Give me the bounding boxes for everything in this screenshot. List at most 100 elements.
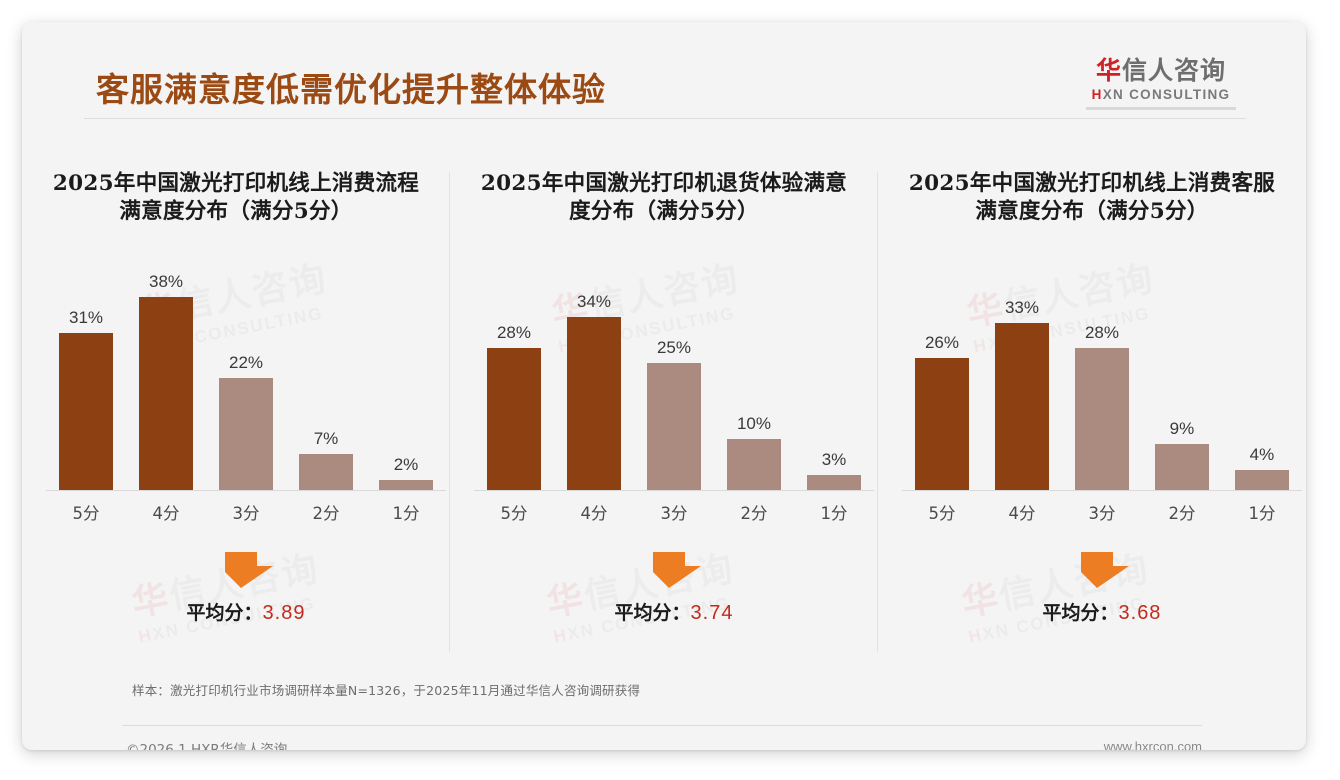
category-label: 4分: [580, 503, 608, 523]
slide-footer: ©2026.1 HXR华信人咨询 www.hxrcon.com: [22, 732, 1306, 750]
chart-title: 2025年中国激光打印机线上消费流程满意度分布（满分5分）: [52, 171, 420, 225]
bar-value-label: 31%: [68, 307, 104, 327]
category-label: 3分: [660, 503, 688, 523]
bar-rect: [486, 347, 541, 490]
bar-rect: [379, 479, 433, 490]
bar-rect: [59, 332, 113, 490]
bar-value-label: 28%: [1084, 322, 1119, 342]
footer-divider: [122, 725, 1202, 726]
category-label: 4分: [1008, 503, 1036, 523]
category-label: 2分: [312, 503, 340, 523]
bar-rect: [1234, 469, 1289, 490]
charts-row: 2025年中国激光打印机线上消费流程满意度分布（满分5分） 31% 38% 22% 7…: [22, 134, 1306, 652]
category-labels: 5分 4分 3分 2分 1分: [902, 500, 1302, 524]
category-label: 1分: [1248, 503, 1276, 523]
bar-value-label: 7%: [313, 428, 339, 448]
bar-rect: [726, 438, 781, 490]
category-label: 1分: [392, 503, 420, 523]
average-score: 平均分：3.89: [187, 598, 306, 625]
category-label: 2分: [740, 503, 768, 523]
bar-item: 2%: [379, 261, 433, 490]
bar-value-label: 9%: [1169, 418, 1195, 438]
logo-english-text: HXN CONSULTING: [1076, 87, 1246, 102]
bar-rect: [139, 296, 193, 490]
bar-item: 4%: [1234, 261, 1289, 490]
category-label: 5分: [500, 503, 528, 523]
bar-chart-plot: 26% 33% 28% 9% 4%: [901, 261, 1302, 491]
average-block: 平均分：3.68: [902, 550, 1302, 640]
bar-rect: [806, 474, 861, 490]
chart-title: 2025年中国激光打印机退货体验满意度分布（满分5分）: [480, 171, 848, 225]
down-arrow-icon: [1071, 550, 1133, 595]
source-footnote: 样本：激光打印机行业市场调研样本量N=1326，于2025年11月通过华信人咨询…: [132, 680, 1202, 699]
bar-group: 31% 38% 22% 7% 2%: [46, 261, 446, 490]
category-label: 4分: [152, 503, 180, 523]
logo-en-rest: XN CONSULTING: [1102, 87, 1231, 103]
down-arrow-icon: [215, 550, 277, 595]
bar-item: 31%: [59, 261, 113, 490]
logo-chinese-text: 华信人咨询: [1076, 56, 1246, 85]
category-label: 2分: [1168, 503, 1196, 523]
page-title: 客服满意度低需优化提升整体体验: [96, 70, 606, 109]
category-label: 1分: [820, 503, 848, 523]
logo-underline: [1086, 107, 1236, 111]
logo-en-initial: H: [1091, 87, 1103, 103]
down-arrow-icon: [643, 550, 705, 595]
bar-rect: [994, 322, 1049, 490]
average-score: 平均分：3.74: [615, 598, 734, 625]
panel-divider: [448, 172, 450, 652]
bar-value-label: 38%: [148, 271, 184, 291]
logo-chars-rest: 信人咨询: [1122, 56, 1227, 85]
average-value: 3.74: [690, 601, 734, 624]
logo-char-hua: 华: [1095, 56, 1122, 85]
bar-value-label: 25%: [656, 337, 691, 357]
chart-title: 2025年中国激光打印机线上消费客服满意度分布（满分5分）: [908, 171, 1276, 225]
average-value: 3.89: [262, 601, 306, 624]
slide-canvas: 客服满意度低需优化提升整体体验 华信人咨询 HXN CONSULTING 华信人…: [22, 22, 1306, 750]
footnote-text: 样本：激光打印机行业市场调研样本量N=1326，于2025年11月通过华信人咨询…: [132, 683, 641, 698]
bar-value-label: 26%: [924, 332, 959, 352]
category-label: 3分: [232, 503, 260, 523]
average-value: 3.68: [1118, 601, 1162, 624]
bar-item: 25%: [646, 261, 701, 490]
bar-item: 10%: [726, 261, 781, 490]
panel-divider: [876, 172, 878, 652]
average-label: 平均分：: [614, 601, 691, 624]
chart-panel-2: 2025年中国激光打印机退货体验满意度分布（满分5分） 28% 34% 25% 10%…: [450, 134, 878, 652]
chart-panel-3: 2025年中国激光打印机线上消费客服满意度分布（满分5分） 26% 33% 28% 9…: [878, 134, 1306, 640]
category-label: 5分: [72, 503, 100, 523]
bar-rect: [219, 377, 273, 490]
x-axis-line: [901, 489, 1302, 491]
bar-value-label: 2%: [393, 454, 419, 474]
bar-item: 38%: [139, 261, 193, 490]
slide-header: 客服满意度低需优化提升整体体验 华信人咨询 HXN CONSULTING: [22, 22, 1306, 119]
copyright-text: ©2026.1 HXR华信人咨询: [126, 742, 288, 750]
x-axis-line: [46, 489, 446, 491]
bar-item: 28%: [486, 261, 541, 490]
company-logo: 华信人咨询 HXN CONSULTING: [1076, 56, 1246, 111]
website-link[interactable]: www.hxrcon.com: [1103, 739, 1202, 750]
bar-item: 7%: [299, 261, 353, 490]
average-block: 平均分：3.89: [46, 550, 446, 640]
bar-item: 28%: [1074, 261, 1129, 490]
bar-value-label: 4%: [1249, 444, 1275, 464]
bar-value-label: 34%: [576, 291, 611, 311]
bar-item: 33%: [994, 261, 1049, 490]
chart-panel-1: 2025年中国激光打印机线上消费流程满意度分布（满分5分） 31% 38% 22% 7…: [22, 134, 450, 652]
average-score: 平均分：3.68: [1042, 598, 1161, 625]
bar-item: 3%: [806, 261, 861, 490]
category-labels: 5分 4分 3分 2分 1分: [474, 500, 874, 524]
header-divider: [84, 118, 1246, 119]
category-labels: 5分 4分 3分 2分 1分: [46, 500, 446, 524]
bar-value-label: 33%: [1004, 297, 1039, 317]
bar-value-label: 28%: [496, 322, 531, 342]
average-block: 平均分：3.74: [474, 550, 874, 640]
average-label: 平均分：: [1042, 601, 1119, 624]
bar-rect: [299, 453, 353, 490]
bar-item: 9%: [1154, 261, 1209, 490]
category-label: 3分: [1088, 503, 1116, 523]
bar-chart-plot: 31% 38% 22% 7% 2%: [46, 261, 446, 491]
bar-value-label: 3%: [821, 449, 847, 469]
bar-value-label: 22%: [228, 352, 264, 372]
bar-rect: [566, 316, 621, 490]
